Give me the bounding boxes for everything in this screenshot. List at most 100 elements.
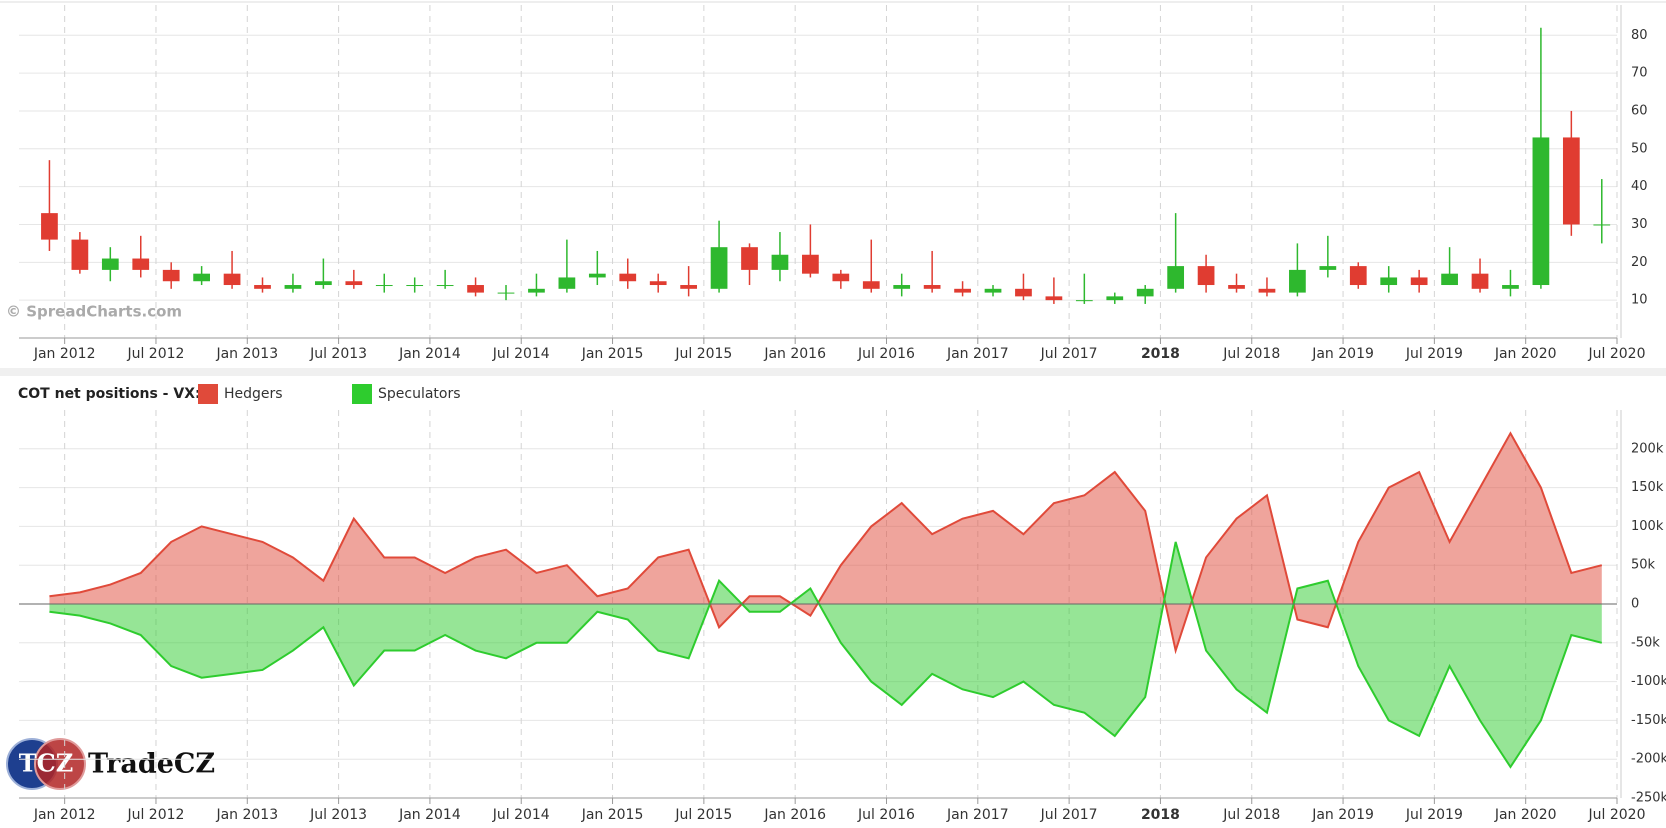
candle-body (497, 292, 515, 294)
candle-body (1289, 269, 1306, 293)
candle-body (680, 285, 698, 289)
y-tick-label: 60 (1631, 103, 1648, 118)
candle-body (619, 273, 637, 282)
watermark: © SpreadCharts.com (6, 303, 182, 321)
candle-body (467, 285, 484, 293)
x-tick-label: Jul 2012 (126, 346, 184, 362)
x-tick-label: Jul 2017 (1040, 346, 1098, 362)
candle-body (254, 285, 271, 289)
y-tick-label: -150k (1631, 713, 1666, 728)
x-tick-label: 2018 (1141, 807, 1180, 823)
x-tick-label: Jul 2014 (492, 346, 550, 362)
candle-body (649, 281, 667, 286)
candle-body (1075, 300, 1093, 302)
x-tick-label: Jan 2013 (215, 346, 278, 362)
candle-body (588, 273, 606, 278)
legend-title: COT net positions - VX: (18, 386, 201, 402)
candle-body (1106, 296, 1124, 301)
x-tick-label: Jul 2018 (1222, 346, 1280, 362)
x-tick-label: Jan 2017 (946, 807, 1009, 823)
candle-body (345, 281, 363, 286)
candle-body (862, 281, 880, 289)
candle-body (1410, 277, 1428, 286)
legend-label: Speculators (378, 386, 461, 402)
y-tick-label: 50 (1631, 141, 1648, 156)
y-tick-label: -100k (1631, 674, 1666, 689)
separator (0, 368, 1666, 376)
candle-body (1167, 266, 1185, 289)
candle-body (802, 254, 819, 274)
candle-body (41, 213, 58, 240)
x-tick-label: 2018 (1141, 346, 1180, 362)
candle-body (1380, 277, 1398, 286)
candle-body (1045, 296, 1063, 301)
y-tick-label: 20 (1631, 255, 1648, 270)
area-fill (49, 433, 1602, 651)
y-tick-label: -50k (1631, 635, 1660, 650)
y-tick-label: 0 (1631, 597, 1639, 612)
y-tick-label: 80 (1631, 28, 1648, 43)
candle-body (1502, 285, 1519, 289)
candle-body (132, 258, 150, 270)
x-tick-label: Jul 2019 (1405, 807, 1463, 823)
candle-body (162, 269, 180, 282)
candle-body (923, 285, 941, 289)
y-tick-label: 40 (1631, 179, 1648, 194)
x-tick-label: Jan 2014 (398, 807, 461, 823)
candle-body (1562, 137, 1580, 225)
candle-body (771, 254, 789, 270)
candle-body (284, 285, 302, 289)
plot (19, 5, 1622, 344)
x-tick-label: Jul 2016 (857, 346, 915, 362)
area-line (49, 431, 1603, 655)
x-tick-label: Jan 2016 (763, 807, 826, 823)
candle-body (1258, 288, 1276, 293)
x-tick-label: Jul 2019 (1405, 346, 1463, 362)
candle-body (893, 285, 911, 289)
y-tick-label: -200k (1631, 752, 1666, 767)
x-tick-label: Jul 2015 (674, 346, 732, 362)
x-tick-label: Jul 2015 (674, 807, 732, 823)
x-tick-label: Jul 2017 (1040, 807, 1098, 823)
x-tick-label: Jan 2015 (581, 346, 644, 362)
candle-body (101, 258, 119, 270)
x-tick-label: Jan 2012 (33, 346, 96, 362)
candle-body (710, 247, 728, 289)
x-tick-label: Jan 2016 (763, 346, 826, 362)
y-tick-label: 30 (1631, 217, 1648, 232)
area-fill (49, 541, 1602, 767)
candle-body (1349, 266, 1367, 286)
candle-body (1471, 273, 1489, 289)
y-tick-label: 50k (1631, 558, 1656, 573)
x-tick-label: Jan 2013 (215, 807, 278, 823)
x-tick-label: Jan 2012 (33, 807, 96, 823)
legend-swatch[interactable] (352, 384, 372, 404)
y-tick-label: 70 (1631, 66, 1648, 81)
x-tick-label: Jan 2017 (946, 346, 1009, 362)
candle-body (1532, 137, 1550, 286)
logo-circle (34, 738, 86, 790)
x-tick-label: Jul 2012 (126, 807, 184, 823)
y-tick-label: 200k (1631, 441, 1664, 456)
candle-body (315, 281, 332, 286)
candle-body (1441, 273, 1458, 286)
logo-name: TradeCZ (88, 749, 215, 780)
x-tick-label: Jan 2020 (1494, 807, 1557, 823)
x-tick-label: Jan 2015 (581, 807, 644, 823)
x-tick-label: Jan 2014 (398, 346, 461, 362)
x-tick-label: Jan 2020 (1494, 346, 1557, 362)
x-tick-label: Jul 2016 (857, 807, 915, 823)
candle-body (193, 273, 210, 282)
y-tick-label: 150k (1631, 480, 1664, 495)
candle-body (375, 285, 393, 287)
candle-body (1593, 224, 1611, 226)
candle-body (954, 288, 971, 293)
x-tick-label: Jul 2013 (309, 807, 367, 823)
legend-label: Hedgers (224, 386, 283, 402)
x-tick-label: Jul 2018 (1222, 807, 1280, 823)
y-tick-label: -250k (1631, 791, 1666, 806)
x-tick-label: Jul 2014 (492, 807, 550, 823)
legend-swatch[interactable] (198, 384, 218, 404)
candle-body (1015, 288, 1032, 297)
candle-body (1136, 288, 1154, 297)
